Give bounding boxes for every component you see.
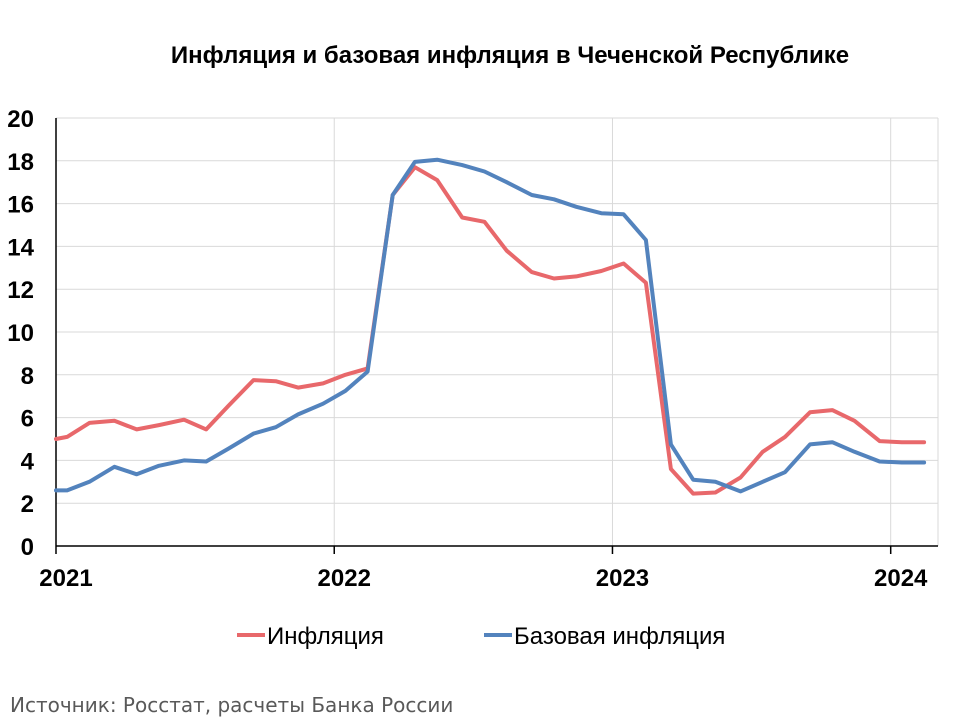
y-tick-label: 4 (21, 448, 35, 475)
y-tick-label: 2 (21, 491, 34, 518)
y-tick-label: 18 (7, 149, 34, 176)
legend-label-inflation: Инфляция (267, 623, 384, 650)
y-tick-label: 16 (7, 192, 34, 219)
x-tick-label: 2021 (39, 565, 92, 592)
series-line-core (54, 157, 927, 494)
axis-layer: 0 2 4 6 8 10 12 14 16 18 20 2021 2022 2023 2024 (7, 106, 938, 592)
y-tick-label: 10 (7, 320, 34, 347)
y-tick-label: 6 (21, 406, 34, 433)
y-tick-label: 20 (7, 106, 34, 133)
legend: Инфляция Базовая инфляция (237, 623, 725, 650)
source-note: Источник: Росстат, расчеты Банка России (10, 693, 454, 717)
series-layer (54, 157, 927, 496)
x-tick-label: 2022 (318, 565, 371, 592)
chart-title: Инфляция и базовая инфляция в Чеченской … (170, 42, 850, 69)
y-tick-label: 14 (7, 234, 34, 261)
grid-layer (56, 117, 939, 546)
x-tick-label: 2023 (596, 565, 649, 592)
legend-label-core: Базовая инфляция (514, 623, 725, 650)
y-tick-label: 0 (21, 534, 34, 561)
x-tick-label: 2024 (874, 565, 928, 592)
y-tick-label: 12 (7, 277, 34, 304)
y-tick-label: 8 (21, 363, 34, 390)
series-line-inflation (54, 165, 927, 496)
